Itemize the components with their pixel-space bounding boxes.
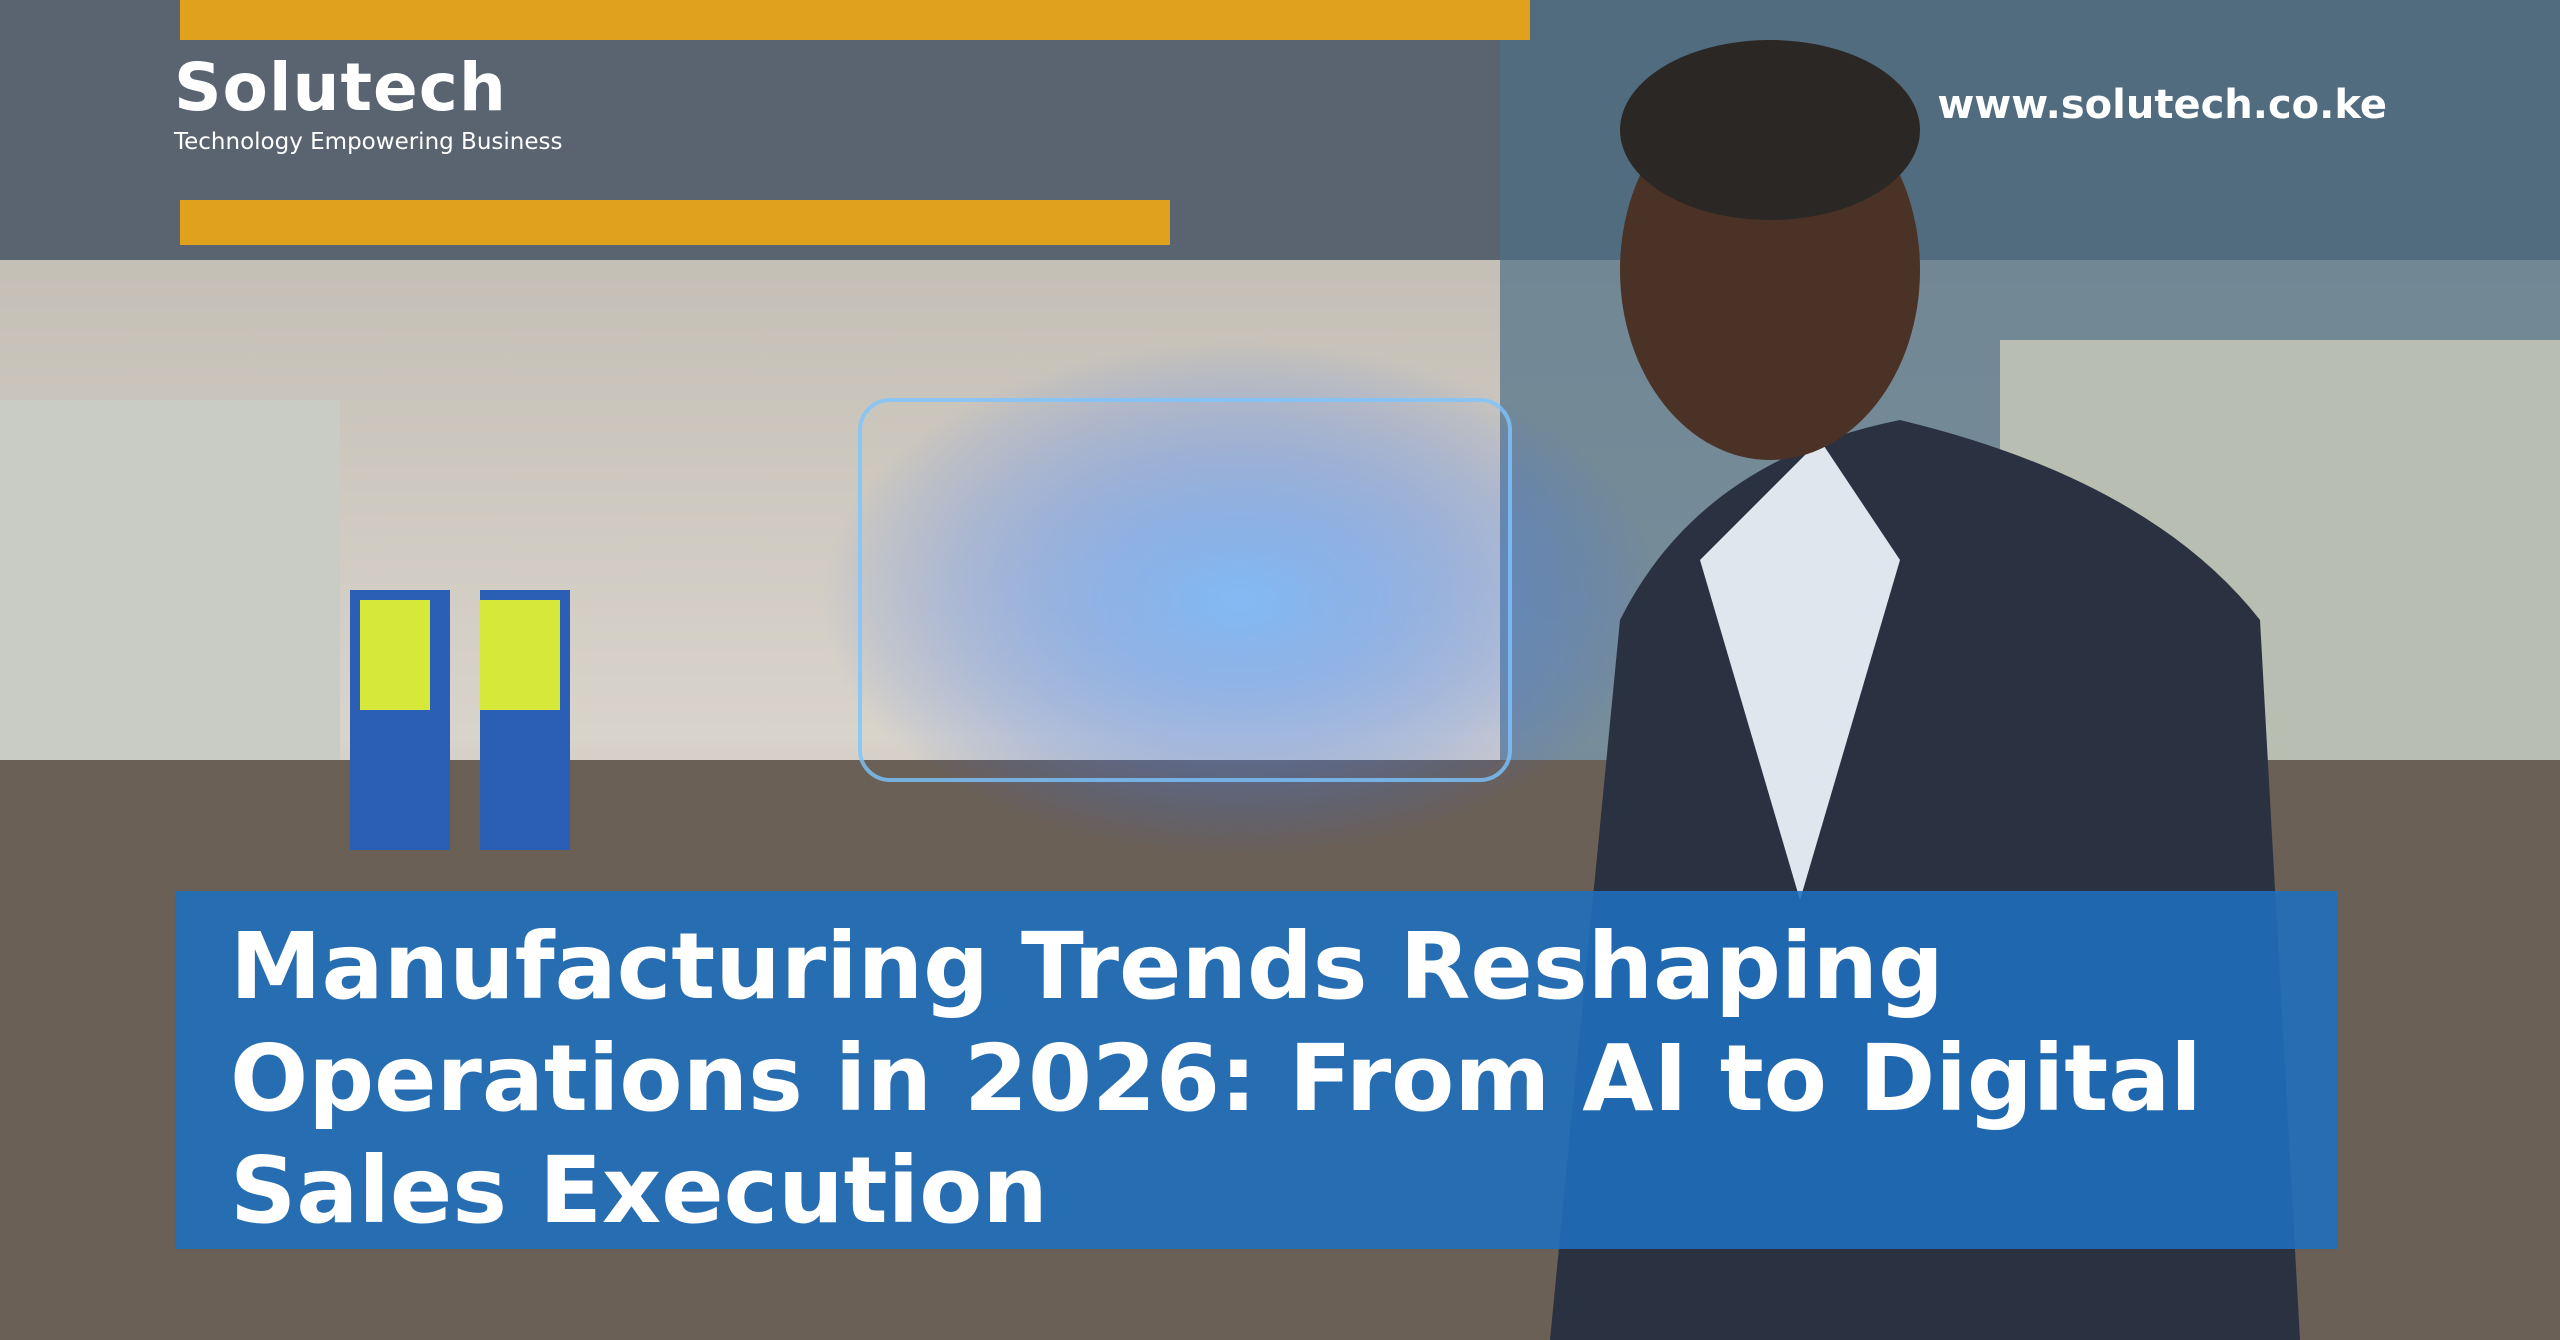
brand-tagline: Technology Empowering Business [174, 129, 563, 155]
website: www.solutech.co.ke [1937, 82, 2387, 128]
brand-name: Solutech [174, 49, 507, 126]
headline-box: Manufacturing Trends Reshaping Operation… [175, 891, 2337, 1249]
headline: Manufacturing Trends Reshaping Operation… [230, 913, 2202, 1244]
brand: Solutech Technology Empowering Business [174, 49, 563, 156]
